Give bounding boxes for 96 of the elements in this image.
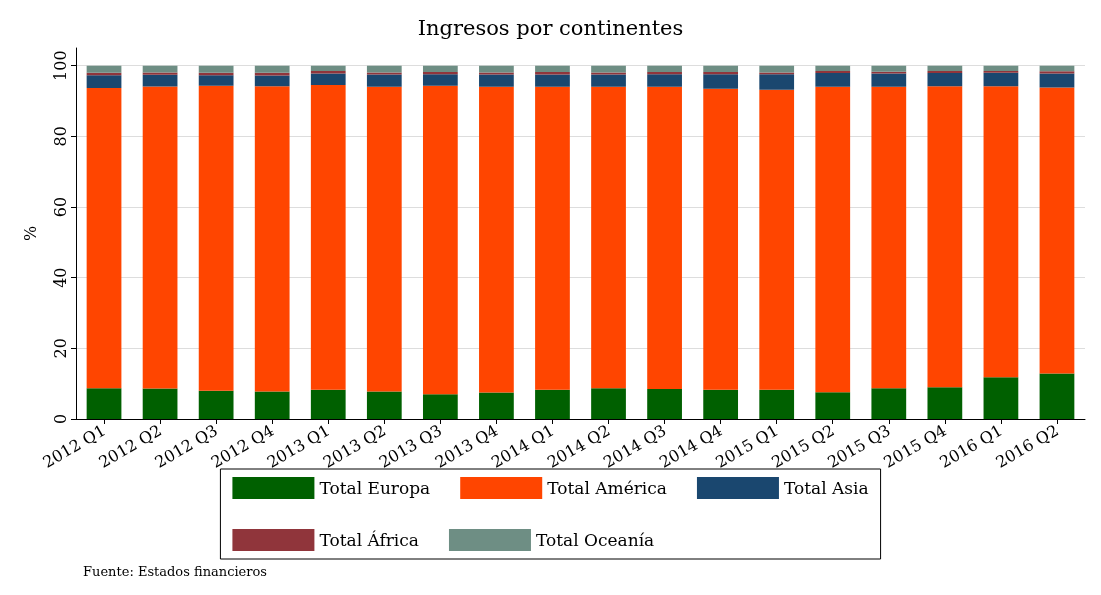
- bar: [759, 389, 795, 419]
- bar: [983, 86, 1019, 378]
- legend-label: Total América: [547, 478, 667, 498]
- bar: [86, 75, 122, 88]
- bar: [983, 72, 1019, 87]
- bar: [1039, 73, 1075, 88]
- bar: [86, 388, 122, 419]
- bar: [198, 85, 234, 391]
- bar: [422, 85, 458, 395]
- bar: [198, 390, 234, 419]
- bar: [591, 86, 626, 389]
- bar: [254, 72, 290, 76]
- bar: [815, 65, 851, 71]
- bar: [871, 65, 907, 72]
- bar: [927, 70, 963, 74]
- legend-label: Total Asia: [783, 478, 869, 498]
- bar: [1039, 373, 1075, 419]
- y-tick-label: 0: [50, 413, 70, 425]
- bar: [871, 388, 907, 419]
- bar: [254, 75, 290, 87]
- bar: [591, 74, 626, 87]
- source-note: Fuente: Estados financieros: [83, 564, 267, 579]
- bar: [422, 72, 458, 75]
- bar: [759, 74, 795, 90]
- bar: [535, 389, 570, 419]
- bar: [647, 86, 682, 389]
- bar: [254, 86, 290, 392]
- bar: [535, 74, 570, 87]
- bar: [254, 391, 290, 419]
- bar: [703, 389, 739, 419]
- bar: [815, 73, 851, 87]
- y-tick-label: 60: [50, 196, 70, 218]
- bar: [927, 86, 963, 388]
- bar: [647, 65, 682, 73]
- y-tick-label: 20: [50, 338, 70, 359]
- bar: [422, 74, 458, 86]
- bar: [871, 86, 907, 389]
- bar: [310, 85, 346, 390]
- bar: [198, 65, 234, 73]
- bar: [815, 392, 851, 419]
- y-tick-label: 100: [50, 50, 70, 81]
- bar: [647, 388, 682, 419]
- bar: [703, 88, 739, 390]
- y-tick-label: 40: [50, 267, 70, 288]
- bar: [422, 394, 458, 419]
- bar: [703, 65, 739, 73]
- y-tick-label: 80: [50, 126, 70, 147]
- bar: [366, 391, 402, 419]
- bar: [142, 74, 178, 87]
- y-axis-title: %: [20, 225, 40, 242]
- bar: [142, 72, 178, 75]
- bar: [142, 388, 178, 419]
- bar: [479, 65, 514, 73]
- bar: [759, 65, 795, 73]
- bar: [927, 73, 963, 87]
- bar: [815, 86, 851, 393]
- bar: [1039, 87, 1075, 374]
- bar: [310, 65, 346, 71]
- bar: [479, 392, 514, 419]
- bar: [479, 72, 514, 75]
- bar: [535, 72, 570, 75]
- bar: [366, 72, 402, 75]
- bar: [86, 87, 122, 389]
- bar: [479, 74, 514, 87]
- bar: [927, 65, 963, 71]
- bar: [1039, 71, 1075, 74]
- bar: [983, 65, 1019, 71]
- bar: [815, 70, 851, 74]
- legend-label: Total Oceanía: [535, 530, 655, 550]
- bar: [871, 73, 907, 87]
- bar: [366, 86, 402, 392]
- bar: [591, 388, 626, 419]
- bar: [647, 74, 682, 87]
- bar: [535, 86, 570, 390]
- bar: [983, 377, 1019, 419]
- bar: [703, 74, 739, 89]
- bar: [591, 72, 626, 75]
- bar: [198, 75, 234, 86]
- bar: [479, 86, 514, 393]
- bar: [142, 86, 178, 389]
- bar: [366, 65, 402, 73]
- bar: [759, 89, 795, 390]
- legend-label: Total África: [319, 530, 419, 550]
- bar: [703, 72, 739, 75]
- bar: [422, 65, 458, 73]
- bar: [927, 387, 963, 419]
- chart-title: Ingresos por continentes: [417, 15, 684, 40]
- bar: [591, 65, 626, 73]
- legend-label: Total Europa: [319, 478, 431, 498]
- bar: [310, 73, 346, 86]
- bar: [254, 65, 290, 73]
- bar: [535, 65, 570, 73]
- bar: [310, 389, 346, 419]
- bar: [366, 74, 402, 87]
- bar: [647, 72, 682, 75]
- bar: [86, 65, 122, 73]
